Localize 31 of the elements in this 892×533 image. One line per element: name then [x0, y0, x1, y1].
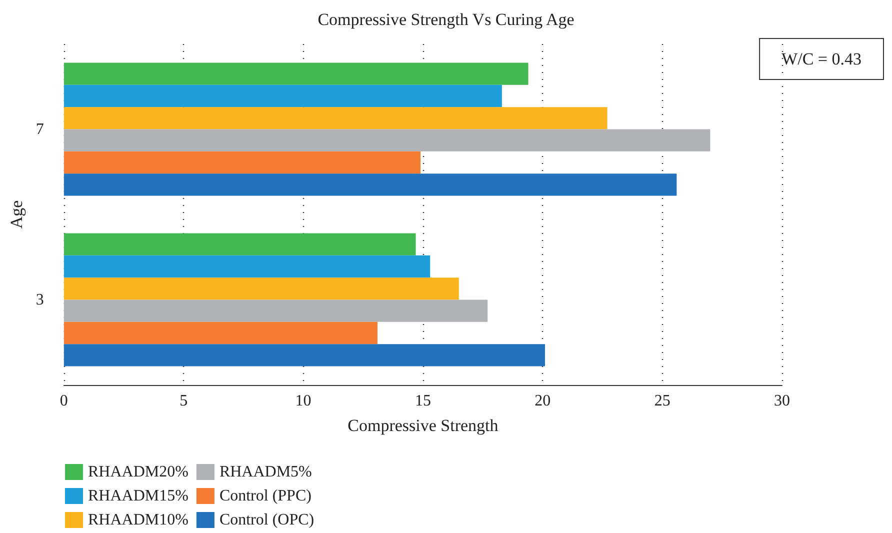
x-tick-label: 15	[414, 392, 431, 410]
legend-label: Control (OPC)	[219, 512, 314, 528]
bar	[64, 107, 608, 130]
bar	[64, 233, 416, 256]
x-tick-label: 0	[60, 392, 68, 410]
x-tick-label: 25	[654, 392, 670, 410]
y-axis-title: Age	[7, 200, 26, 229]
annotation: W/C = 0.43	[782, 50, 862, 68]
bar	[64, 129, 710, 152]
bar	[64, 151, 421, 174]
bar	[64, 255, 430, 278]
bar	[64, 322, 378, 344]
bar	[64, 300, 488, 322]
y-tick-label: 7	[36, 120, 44, 138]
legend-label: Control (PPC)	[219, 488, 312, 504]
bar	[64, 278, 459, 300]
bar	[64, 344, 546, 366]
bar	[64, 84, 502, 108]
y-tick-label: 3	[36, 291, 44, 308]
legend-label: RHAADM20%	[88, 464, 188, 480]
legend-label: RHAADM15%	[88, 488, 188, 504]
bar	[64, 62, 528, 85]
chart-title: Compressive Strength Vs Curing Age	[318, 10, 574, 29]
x-tick-label: 5	[180, 392, 188, 410]
x-tick-label: 10	[295, 392, 312, 410]
legend-label: RHAADM10%	[88, 512, 188, 528]
bar	[64, 174, 677, 196]
x-axis-title: Compressive Strength	[348, 416, 499, 435]
legend-label: RHAADM5%	[219, 464, 312, 480]
x-tick-label: 30	[774, 392, 790, 410]
x-tick-label: 20	[534, 392, 551, 410]
